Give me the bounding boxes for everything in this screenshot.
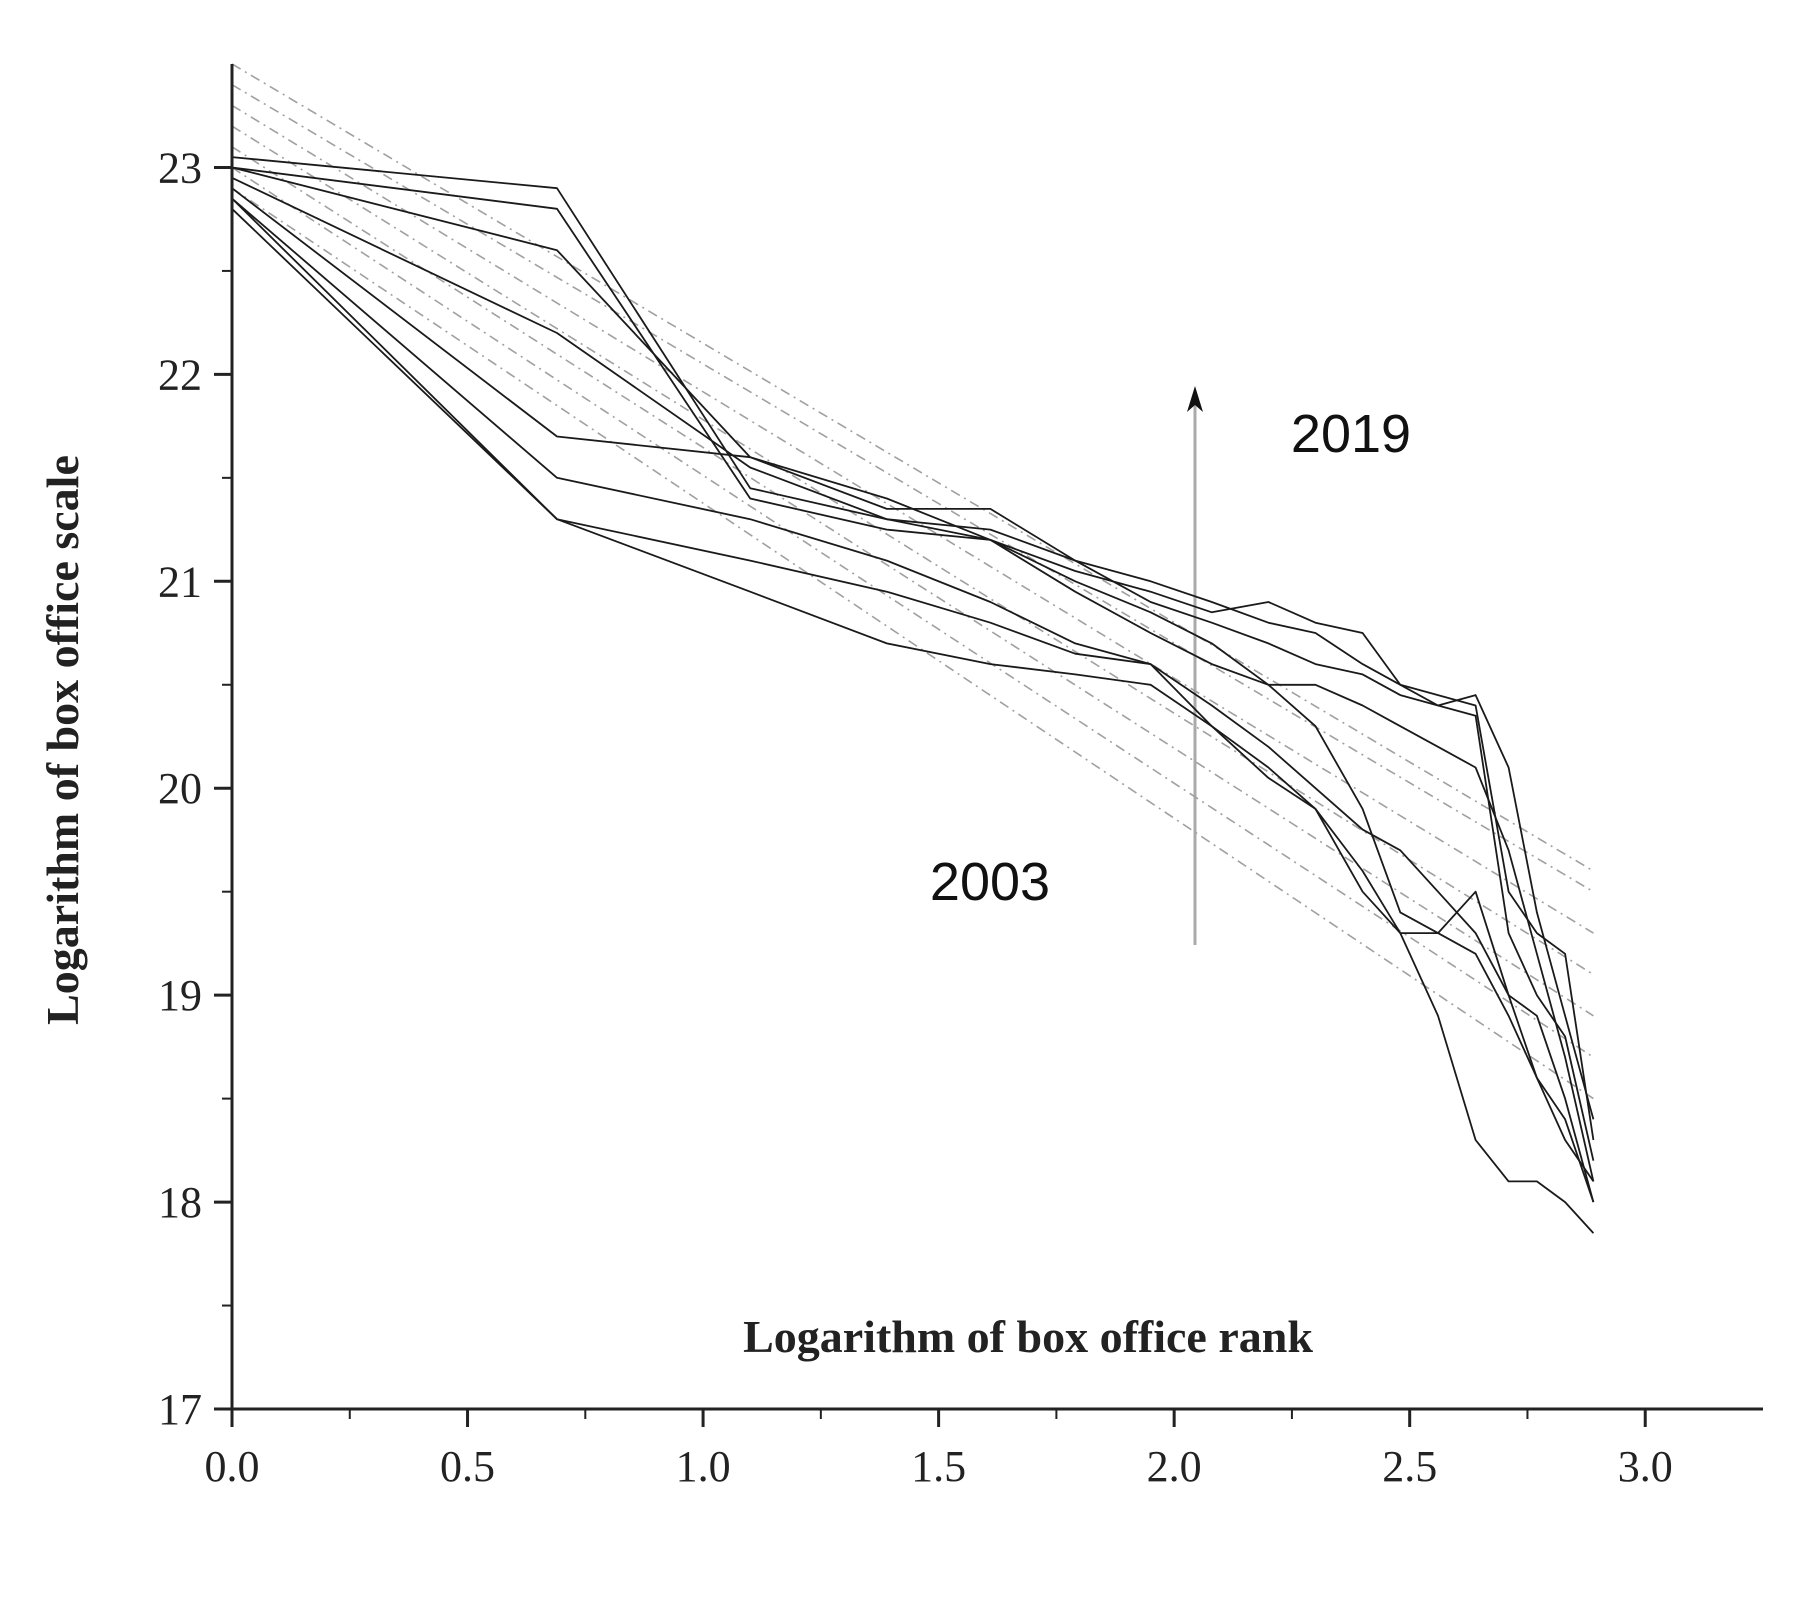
y-tick-label: 22 (158, 350, 202, 399)
y-tick-label: 23 (158, 143, 202, 192)
x-tick-label: 3.0 (1618, 1442, 1673, 1491)
arrow-head (1187, 386, 1203, 412)
series-line (231, 104, 1594, 934)
series-line (231, 125, 1594, 976)
series-line (231, 176, 1595, 1182)
x-tick-label: 2.0 (1147, 1442, 1202, 1491)
y-tick-label: 19 (158, 971, 202, 1020)
annotation: 2003 (930, 852, 1050, 912)
y-tick-label: 21 (158, 557, 202, 606)
y-axis-label: Logarithm of box office scale (37, 455, 88, 1025)
x-tick-label: 0.5 (440, 1442, 495, 1491)
x-tick-label: 1.0 (676, 1442, 731, 1491)
x-tick-label: 1.5 (911, 1442, 966, 1491)
series-line (231, 146, 1594, 1017)
series-line (231, 166, 1595, 1120)
x-tick-label: 2.5 (1382, 1442, 1437, 1491)
series-line (231, 63, 1594, 872)
series-line (231, 197, 1595, 1182)
annotation: 2019 (1291, 404, 1411, 464)
y-tick-label: 20 (158, 764, 202, 813)
series-line (231, 156, 1595, 1141)
series-line (231, 208, 1595, 1234)
y-tick-label: 18 (158, 1178, 202, 1227)
series-line (231, 197, 1595, 1203)
x-tick-label: 0.0 (205, 1442, 260, 1491)
series-line (231, 187, 1595, 1203)
series-line (231, 166, 1595, 1161)
series-line (231, 84, 1594, 893)
x-axis-label: Logarithm of box office rank (743, 1311, 1313, 1362)
series-line (231, 166, 1594, 1058)
series-line (231, 187, 1594, 1100)
y-tick-label: 17 (158, 1385, 202, 1434)
